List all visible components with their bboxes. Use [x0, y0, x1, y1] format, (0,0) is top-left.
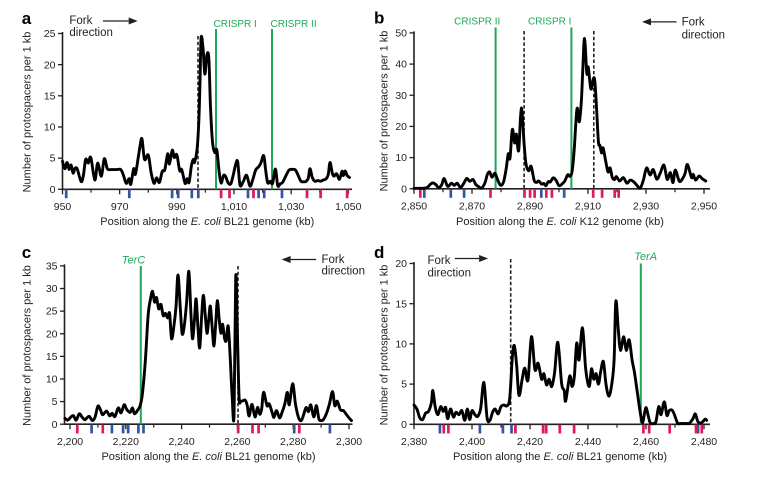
svg-text:Number of protospacers per 1 k: Number of protospacers per 1 kb [379, 31, 391, 192]
svg-text:2,440: 2,440 [575, 436, 601, 448]
svg-text:20: 20 [395, 121, 407, 133]
svg-text:30: 30 [46, 283, 58, 295]
svg-text:20: 20 [395, 258, 407, 270]
svg-text:2,220: 2,220 [113, 436, 139, 448]
svg-text:CRISPR II: CRISPR II [271, 19, 317, 30]
svg-text:Position along the E. coli BL2: Position along the E. coli BL21 genome (… [453, 451, 667, 463]
svg-text:1,050: 1,050 [335, 201, 361, 213]
svg-text:direction: direction [322, 266, 365, 278]
svg-text:CRISPR II: CRISPR II [454, 17, 500, 28]
svg-text:Fork: Fork [682, 16, 705, 28]
svg-text:Fork: Fork [428, 255, 451, 267]
svg-text:2,950: 2,950 [691, 201, 717, 213]
svg-text:2,890: 2,890 [517, 201, 543, 213]
svg-text:2,380: 2,380 [401, 436, 427, 448]
svg-text:2,280: 2,280 [280, 436, 306, 448]
svg-text:0: 0 [401, 183, 407, 195]
svg-text:2,200: 2,200 [57, 436, 83, 448]
svg-text:15: 15 [395, 298, 407, 310]
svg-text:1,030: 1,030 [278, 201, 304, 213]
svg-text:2,300: 2,300 [336, 436, 362, 448]
svg-text:Fork: Fork [69, 15, 92, 27]
svg-text:Number of protospacers per 1 k: Number of protospacers per 1 kb [21, 32, 33, 193]
svg-text:Position along the E. coli BL2: Position along the E. coli BL21 genome (… [100, 216, 314, 228]
svg-text:Position along the E. coli K12: Position along the E. coli K12 genome (k… [456, 216, 664, 228]
svg-text:990: 990 [168, 201, 186, 213]
svg-text:35: 35 [46, 261, 58, 273]
svg-text:0: 0 [50, 184, 56, 196]
svg-text:2,240: 2,240 [168, 436, 194, 448]
svg-text:b: b [374, 9, 384, 28]
svg-text:20: 20 [44, 59, 56, 71]
svg-text:1,010: 1,010 [221, 201, 247, 213]
svg-text:2,480: 2,480 [691, 436, 717, 448]
svg-text:10: 10 [44, 122, 56, 134]
svg-text:20: 20 [46, 328, 58, 340]
svg-text:5: 5 [50, 153, 56, 165]
svg-text:direction: direction [682, 29, 725, 41]
svg-text:2,400: 2,400 [459, 436, 485, 448]
svg-text:Position along the E. coli BL2: Position along the E. coli BL21 genome (… [101, 451, 315, 463]
svg-text:10: 10 [46, 374, 58, 386]
svg-text:2,910: 2,910 [575, 201, 601, 213]
svg-text:2,930: 2,930 [633, 201, 659, 213]
svg-text:c: c [22, 243, 31, 262]
svg-text:Fork: Fork [322, 254, 345, 266]
svg-text:2,260: 2,260 [224, 436, 250, 448]
svg-text:970: 970 [111, 201, 129, 213]
svg-text:TerC: TerC [122, 255, 145, 267]
svg-text:2,870: 2,870 [459, 201, 485, 213]
svg-text:CRISPR I: CRISPR I [214, 19, 257, 30]
svg-text:10: 10 [395, 339, 407, 351]
svg-text:25: 25 [44, 28, 56, 40]
svg-text:30: 30 [395, 90, 407, 102]
svg-text:a: a [22, 9, 32, 28]
svg-text:5: 5 [401, 379, 407, 391]
svg-text:25: 25 [46, 306, 58, 318]
svg-text:40: 40 [395, 59, 407, 71]
svg-text:0: 0 [401, 419, 407, 431]
svg-text:2,460: 2,460 [633, 436, 659, 448]
svg-text:direction: direction [69, 27, 112, 39]
svg-text:50: 50 [395, 28, 407, 40]
svg-text:10: 10 [395, 152, 407, 164]
svg-text:15: 15 [44, 90, 56, 102]
svg-text:Number of protospacers per 1 k: Number of protospacers per 1 kb [379, 265, 391, 426]
svg-text:950: 950 [54, 201, 72, 213]
svg-text:5: 5 [52, 396, 58, 408]
svg-text:direction: direction [428, 268, 471, 280]
svg-text:CRISPR I: CRISPR I [528, 17, 571, 28]
svg-text:0: 0 [52, 419, 58, 431]
svg-text:d: d [374, 243, 384, 262]
svg-text:15: 15 [46, 351, 58, 363]
svg-text:2,420: 2,420 [517, 436, 543, 448]
svg-text:2,850: 2,850 [401, 201, 427, 213]
svg-text:TerA: TerA [634, 251, 657, 263]
svg-text:Number of protospacers per 1 k: Number of protospacers per 1 kb [21, 265, 33, 426]
